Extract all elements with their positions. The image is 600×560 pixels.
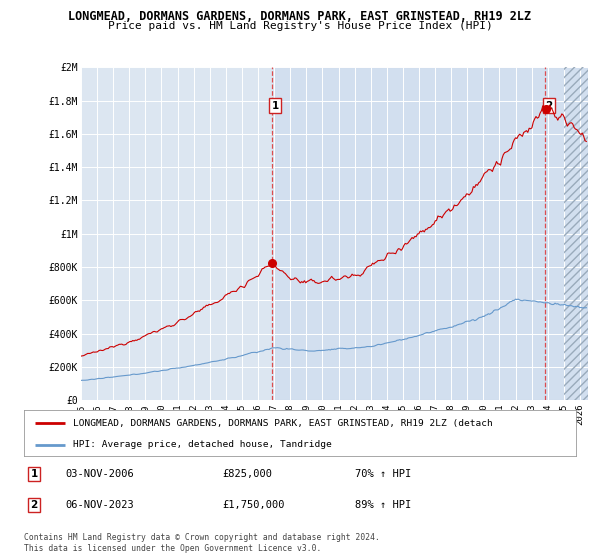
Text: Price paid vs. HM Land Registry's House Price Index (HPI): Price paid vs. HM Land Registry's House … [107, 21, 493, 31]
Text: 2: 2 [545, 100, 553, 110]
Text: 2: 2 [31, 500, 38, 510]
Text: 1: 1 [272, 100, 279, 110]
Text: 1: 1 [31, 469, 38, 479]
Bar [274, 67, 588, 400]
Text: 70% ↑ HPI: 70% ↑ HPI [355, 469, 412, 479]
Text: £825,000: £825,000 [223, 469, 273, 479]
Bar [564, 67, 588, 400]
Text: LONGMEAD, DORMANS GARDENS, DORMANS PARK, EAST GRINSTEAD, RH19 2LZ (detach: LONGMEAD, DORMANS GARDENS, DORMANS PARK,… [73, 419, 493, 428]
Text: 03-NOV-2006: 03-NOV-2006 [65, 469, 134, 479]
Text: LONGMEAD, DORMANS GARDENS, DORMANS PARK, EAST GRINSTEAD, RH19 2LZ: LONGMEAD, DORMANS GARDENS, DORMANS PARK,… [68, 10, 532, 23]
Text: 89% ↑ HPI: 89% ↑ HPI [355, 500, 412, 510]
Text: Contains HM Land Registry data © Crown copyright and database right 2024.
This d: Contains HM Land Registry data © Crown c… [24, 533, 380, 553]
Text: HPI: Average price, detached house, Tandridge: HPI: Average price, detached house, Tand… [73, 440, 331, 450]
Text: 06-NOV-2023: 06-NOV-2023 [65, 500, 134, 510]
Text: £1,750,000: £1,750,000 [223, 500, 285, 510]
